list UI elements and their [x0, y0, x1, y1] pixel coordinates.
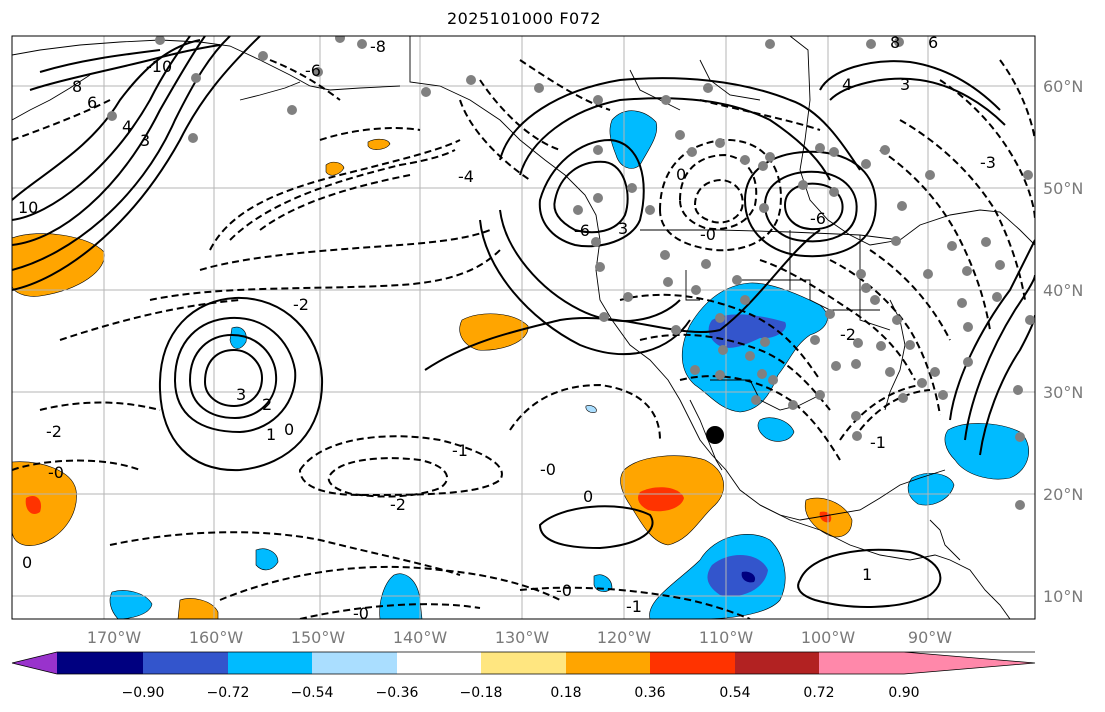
- colorbar-label: −0.18: [460, 685, 503, 701]
- longitude-labels: 170°W 160°W 150°W 140°W 130°W 120°W 110°…: [87, 628, 952, 647]
- lat-label: 10°N: [1043, 587, 1083, 606]
- colorbar-swatch: [143, 652, 228, 674]
- lat-label: 50°N: [1043, 179, 1083, 198]
- lon-label: 150°W: [291, 628, 346, 647]
- map-frame: [11, 35, 1036, 620]
- contour-label: 3: [236, 385, 246, 404]
- colorbar-label: 0.18: [550, 685, 581, 701]
- colorbar-swatch: [819, 652, 904, 674]
- contour-label: -2: [840, 325, 856, 344]
- contour-label: 0: [22, 553, 32, 572]
- colorbar-swatch: [397, 652, 481, 674]
- colorbar-swatch: [481, 652, 566, 674]
- contour-label: -0: [556, 581, 572, 600]
- map-title: 2025101000 F072: [446, 9, 602, 28]
- contour-label: -1: [626, 597, 642, 616]
- colorbar-label: −0.36: [376, 685, 419, 701]
- lon-label: 120°W: [597, 628, 652, 647]
- contour-label: 8: [890, 33, 900, 52]
- colorbar-swatch: [735, 652, 819, 674]
- latitude-labels: 60°N 50°N 40°N 30°N 20°N 10°N: [1043, 77, 1083, 606]
- contour-label: -1: [870, 433, 886, 452]
- contour-label: -0: [48, 463, 64, 482]
- lat-label: 30°N: [1043, 383, 1083, 402]
- contour-label: 0: [284, 420, 294, 439]
- colorbar-label: 0.36: [634, 685, 665, 701]
- colorbar: −0.90 −0.72 −0.54 −0.36 −0.18 0.18 0.36 …: [11, 651, 1036, 701]
- colorbar-swatch: [228, 652, 312, 674]
- lat-label: 20°N: [1043, 485, 1083, 504]
- contour-label: -2: [46, 422, 62, 441]
- location-marker: [706, 426, 724, 444]
- contour-label: 3: [140, 131, 150, 150]
- contour-label: 4: [122, 117, 132, 136]
- coastlines: [12, 36, 1035, 619]
- colorbar-extend-low: [12, 652, 57, 674]
- colorbar-swatch: [57, 652, 143, 674]
- station-dots: [107, 36, 1035, 510]
- contour-label: 0: [583, 487, 593, 506]
- colorbar-label: −0.72: [207, 685, 250, 701]
- solid-contours: [12, 36, 1035, 608]
- lon-label: 90°W: [908, 628, 952, 647]
- lat-label: 60°N: [1043, 77, 1083, 96]
- lon-label: 170°W: [87, 628, 142, 647]
- contour-label: -3: [980, 153, 996, 172]
- lon-label: 100°W: [801, 628, 856, 647]
- contour-label: 10: [18, 198, 38, 217]
- contour-label: 4: [842, 75, 852, 94]
- contour-label: -6: [810, 209, 826, 228]
- contour-label: -2: [390, 495, 406, 514]
- colorbar-label: 0.72: [803, 685, 834, 701]
- contour-label: 8: [72, 77, 82, 96]
- contour-label: -0: [540, 460, 556, 479]
- map-gridlines: [12, 36, 1035, 619]
- contour-label: 0: [676, 165, 686, 184]
- contour-label: -0: [353, 604, 369, 623]
- contour-label: 3: [618, 219, 628, 238]
- contour-label: -2: [293, 295, 309, 314]
- lon-label: 110°W: [699, 628, 754, 647]
- lon-label: 140°W: [393, 628, 448, 647]
- colorbar-label: −0.54: [291, 685, 334, 701]
- contour-labels: 8 6 4 3 10 -10 -8 -6 -4 -2 3 2 1 0 -2 -0…: [18, 33, 996, 623]
- contour-label: 2: [262, 395, 272, 414]
- colorbar-swatch: [650, 652, 735, 674]
- contour-label: 1: [862, 565, 872, 584]
- colorbar-label: −0.90: [122, 685, 165, 701]
- contour-label: -4: [458, 167, 474, 186]
- colorbar-swatch: [566, 652, 650, 674]
- contour-label: 6: [928, 33, 938, 52]
- lat-label: 40°N: [1043, 281, 1083, 300]
- contour-label: -0: [700, 225, 716, 244]
- colorbar-extend-high: [904, 652, 1035, 674]
- colorbar-label: 0.90: [888, 685, 919, 701]
- lon-label: 130°W: [495, 628, 550, 647]
- contour-label: 1: [266, 425, 276, 444]
- contour-label: -6: [574, 221, 590, 240]
- lon-label: 160°W: [189, 628, 244, 647]
- colorbar-label: 0.54: [719, 685, 750, 701]
- contour-label: -6: [305, 61, 321, 80]
- contour-label: 3: [900, 75, 910, 94]
- dashed-contours: [12, 59, 1035, 619]
- contour-label: -1: [452, 441, 468, 460]
- colorbar-swatch: [312, 652, 397, 674]
- contour-label: 6: [87, 93, 97, 112]
- contour-label: -8: [370, 37, 386, 56]
- contour-label: -10: [146, 57, 172, 76]
